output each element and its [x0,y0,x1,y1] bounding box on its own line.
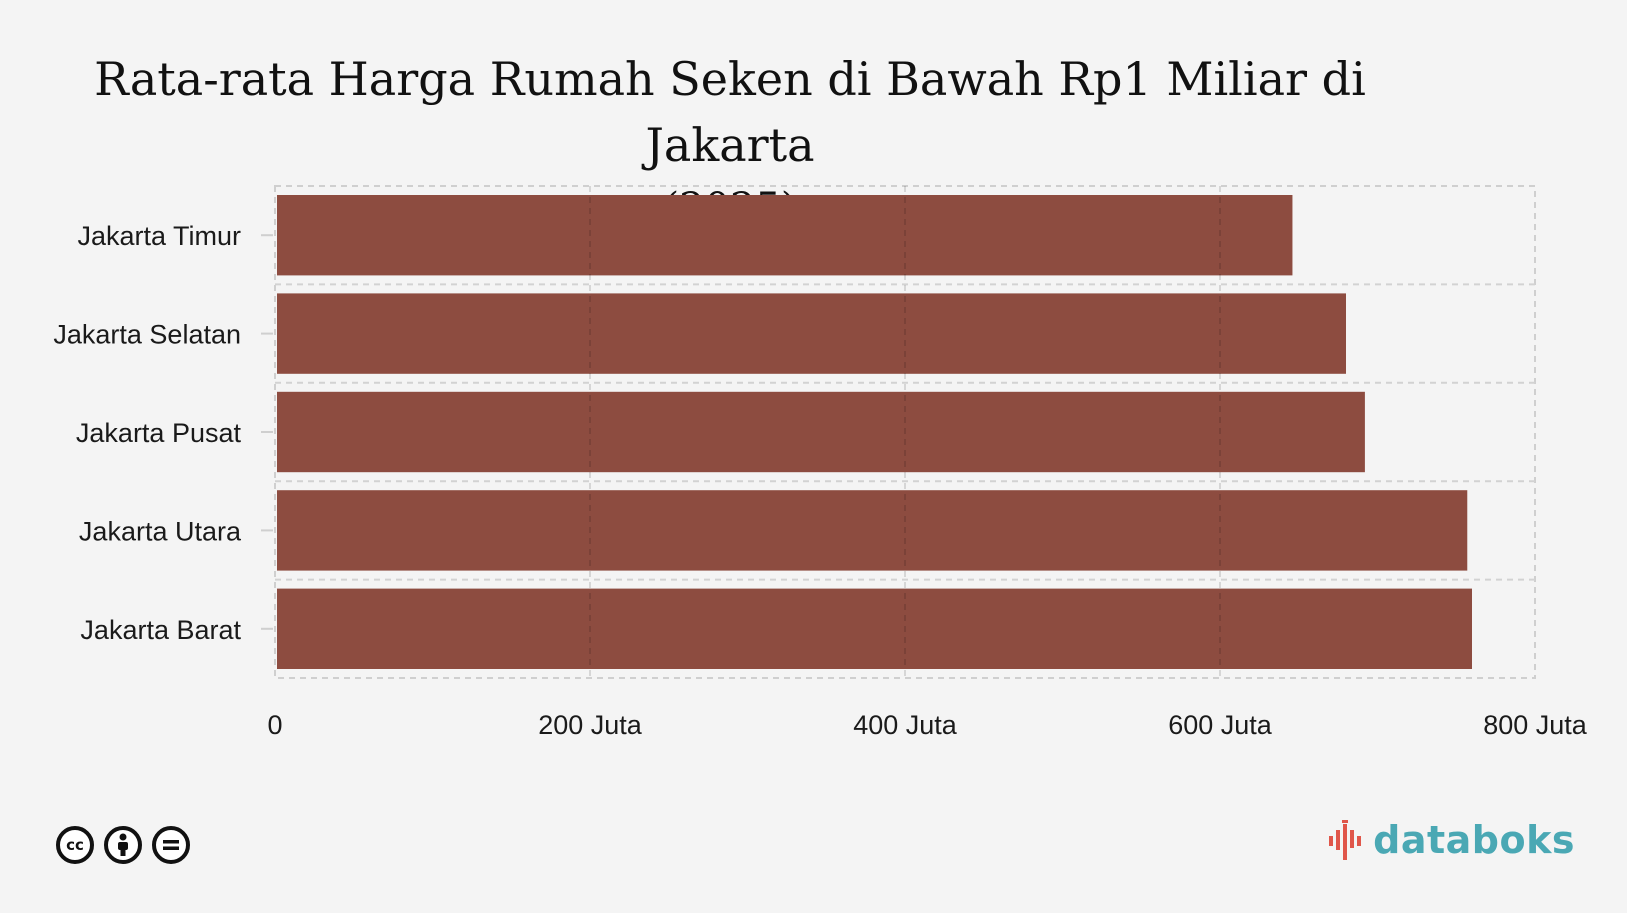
plot-border [274,185,1536,679]
bar [277,391,1365,473]
brand-logo[interactable]: databoks [1325,818,1575,862]
brand-name: databoks [1373,818,1575,862]
chart-title: Rata-rata Harga Rumah Seken di Bawah Rp1… [94,52,1366,172]
category-label: Jakarta Utara [79,516,242,546]
category-label: Jakarta Pusat [76,418,242,448]
x-tick-label: 200 Juta [538,710,643,740]
nd-icon[interactable] [152,826,190,864]
x-tick-label: 600 Juta [1168,710,1273,740]
databoks-logo-icon [1329,820,1362,860]
category-label: Jakarta Barat [80,615,241,645]
bar [277,490,1468,571]
cc-icon[interactable]: cc [56,826,94,864]
x-tick-label: 0 [267,710,282,740]
bar [277,588,1472,669]
category-label: Jakarta Timur [77,221,241,251]
bar [277,195,1293,276]
category-label: Jakarta Selatan [53,320,241,350]
x-tick-label: 800 Juta [1483,710,1588,740]
bar [277,293,1346,374]
chart-title-block: Rata-rata Harga Rumah Seken di Bawah Rp1… [60,46,1400,238]
x-tick-label: 400 Juta [853,710,958,740]
by-icon[interactable] [104,826,142,864]
license-icons: cc [56,826,190,864]
